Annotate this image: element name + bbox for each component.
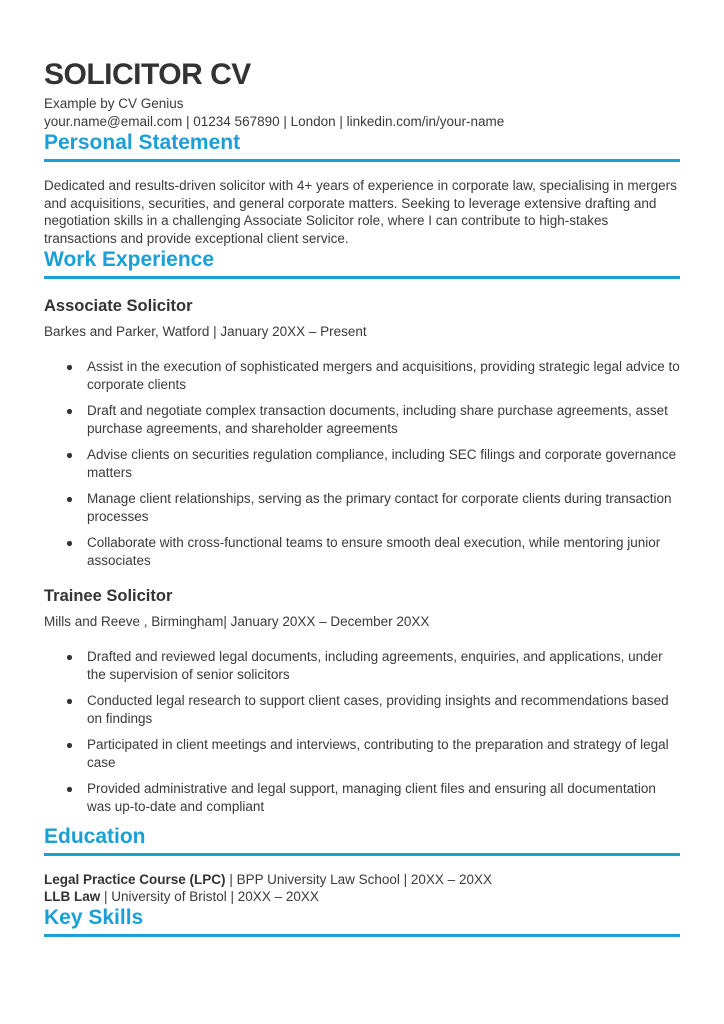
list-item: Draft and negotiate complex transaction … — [44, 402, 680, 437]
section-divider — [44, 934, 680, 937]
list-item: Assist in the execution of sophisticated… — [44, 358, 680, 393]
list-item: Drafted and reviewed legal documents, in… — [44, 648, 680, 683]
cv-subtitle: Example by CV Genius — [44, 96, 184, 111]
list-item: Conducted legal research to support clie… — [44, 692, 680, 727]
education-entry: Legal Practice Course (LPC) | BPP Univer… — [44, 871, 680, 889]
section-heading-personal-statement: Personal Statement — [44, 131, 241, 154]
personal-statement-text: Dedicated and results-driven solicitor w… — [44, 178, 677, 246]
section-heading-education: Education — [44, 825, 146, 848]
list-item: Collaborate with cross-functional teams … — [44, 534, 680, 569]
education-details: | BPP University Law School | 20XX – 20X… — [225, 872, 492, 887]
section-heading-work-experience: Work Experience — [44, 248, 215, 271]
list-item: Advise clients on securities regulation … — [44, 446, 680, 481]
list-item: Manage client relationships, serving as … — [44, 490, 680, 525]
education-details: | University of Bristol | 20XX – 20XX — [100, 889, 319, 904]
section-divider — [44, 853, 680, 856]
education-entry: LLB Law | University of Bristol | 20XX –… — [44, 888, 680, 906]
list-item: Provided administrative and legal suppor… — [44, 780, 680, 815]
job-bullets: Assist in the execution of sophisticated… — [44, 358, 680, 578]
degree: LLB Law — [44, 889, 101, 904]
contact-info: your.name@email.com | 01234 567890 | Lon… — [44, 114, 505, 129]
section-divider — [44, 276, 680, 279]
job-bullets: Drafted and reviewed legal documents, in… — [44, 648, 680, 824]
job-title: Trainee Solicitor — [44, 587, 173, 605]
list-item: Participated in client meetings and inte… — [44, 736, 680, 771]
job-company: Barkes and Parker, Watford | January 20X… — [44, 324, 367, 339]
degree: Legal Practice Course (LPC) — [44, 872, 226, 887]
job-company: Mills and Reeve , Birmingham| January 20… — [44, 614, 430, 629]
section-heading-key-skills: Key Skills — [44, 906, 144, 929]
section-divider — [44, 159, 680, 162]
job-title: Associate Solicitor — [44, 297, 193, 315]
cv-title: SOLICITOR CV — [44, 58, 251, 91]
